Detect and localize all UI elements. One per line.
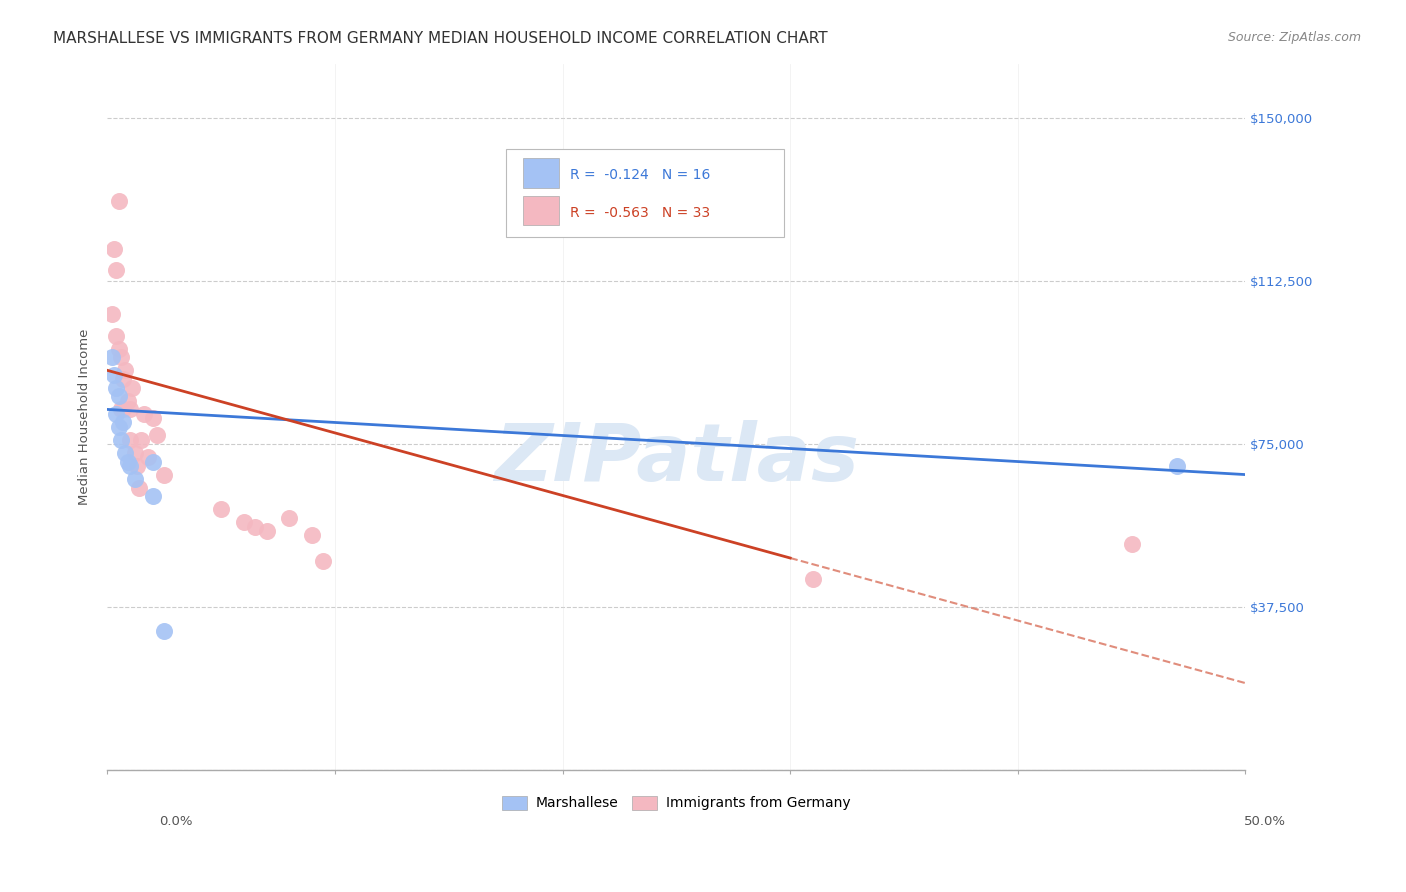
Point bbox=[256, 524, 278, 538]
Point bbox=[232, 516, 254, 530]
Point bbox=[103, 242, 125, 256]
Point bbox=[125, 458, 148, 473]
Point bbox=[136, 450, 159, 465]
Point bbox=[103, 368, 125, 382]
Point bbox=[146, 428, 169, 442]
FancyBboxPatch shape bbox=[506, 149, 785, 237]
Point bbox=[107, 342, 129, 356]
Point bbox=[110, 402, 132, 417]
Point bbox=[101, 351, 124, 365]
Point bbox=[107, 194, 129, 208]
Y-axis label: Median Household Income: Median Household Income bbox=[79, 329, 91, 505]
Legend: Marshallese, Immigrants from Germany: Marshallese, Immigrants from Germany bbox=[496, 790, 856, 816]
Point bbox=[110, 433, 132, 447]
Point bbox=[105, 407, 128, 421]
Point bbox=[114, 446, 136, 460]
Point bbox=[121, 381, 143, 395]
Point bbox=[1166, 458, 1188, 473]
Point bbox=[1121, 537, 1143, 551]
Point bbox=[153, 624, 176, 638]
Point bbox=[105, 381, 128, 395]
FancyBboxPatch shape bbox=[523, 195, 560, 225]
Point bbox=[118, 433, 141, 447]
Text: 0.0%: 0.0% bbox=[159, 815, 193, 828]
Point bbox=[107, 419, 129, 434]
Text: MARSHALLESE VS IMMIGRANTS FROM GERMANY MEDIAN HOUSEHOLD INCOME CORRELATION CHART: MARSHALLESE VS IMMIGRANTS FROM GERMANY M… bbox=[53, 31, 828, 46]
Text: R =  -0.124   N = 16: R = -0.124 N = 16 bbox=[571, 168, 711, 182]
Point bbox=[301, 528, 323, 542]
Point bbox=[105, 263, 128, 277]
Text: R =  -0.563   N = 33: R = -0.563 N = 33 bbox=[571, 206, 710, 220]
Point bbox=[112, 372, 135, 386]
Point bbox=[124, 472, 146, 486]
Point bbox=[112, 416, 135, 430]
Point bbox=[117, 454, 139, 468]
Point bbox=[142, 411, 165, 425]
Point bbox=[114, 363, 136, 377]
Point bbox=[118, 402, 141, 417]
Point bbox=[142, 489, 165, 503]
Point bbox=[110, 351, 132, 365]
Point bbox=[312, 554, 335, 568]
Text: ZIPatlas: ZIPatlas bbox=[494, 420, 859, 499]
FancyBboxPatch shape bbox=[523, 158, 560, 188]
Point bbox=[142, 454, 165, 468]
Point bbox=[209, 502, 232, 516]
Point bbox=[118, 458, 141, 473]
Point bbox=[124, 446, 146, 460]
Point bbox=[101, 307, 124, 321]
Point bbox=[153, 467, 176, 482]
Text: Source: ZipAtlas.com: Source: ZipAtlas.com bbox=[1227, 31, 1361, 45]
Point bbox=[245, 519, 267, 533]
Point bbox=[132, 407, 155, 421]
Point bbox=[131, 433, 153, 447]
Point bbox=[801, 572, 824, 586]
Point bbox=[278, 511, 301, 525]
Point bbox=[105, 328, 128, 343]
Point bbox=[117, 393, 139, 408]
Point bbox=[112, 402, 135, 417]
Point bbox=[128, 481, 150, 495]
Point bbox=[107, 389, 129, 403]
Text: 50.0%: 50.0% bbox=[1244, 815, 1286, 828]
